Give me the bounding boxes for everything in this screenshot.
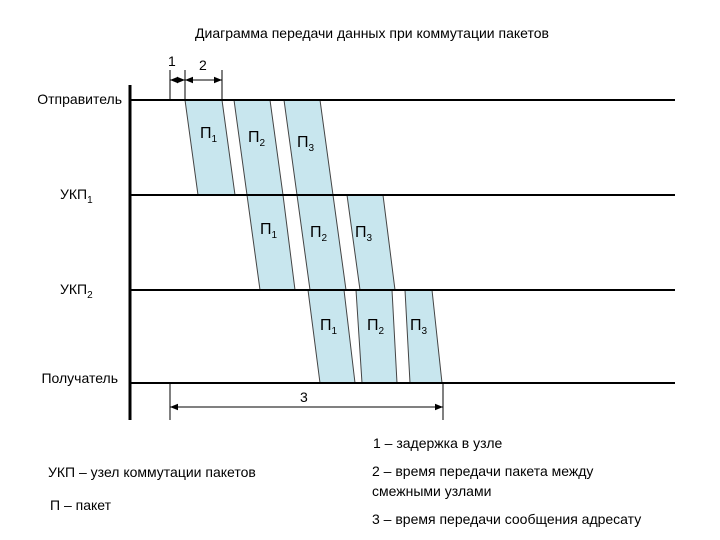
packet-index: 2 (260, 138, 266, 149)
packet-name: П (355, 224, 367, 241)
packet-name: П (367, 317, 379, 334)
legend-text: 1 – задержка в узле (373, 435, 503, 451)
node-label: Отправитель (37, 91, 122, 107)
packet-index: 1 (272, 230, 278, 241)
packet-name: П (297, 134, 309, 151)
packet-index: 1 (332, 326, 338, 337)
packet-name: П (260, 221, 272, 238)
title: Диаграмма передачи данных при коммутации… (195, 25, 549, 41)
marker-label: 1 (168, 53, 176, 69)
packet-index: 1 (212, 134, 218, 145)
node-index: 1 (87, 195, 93, 206)
packet (355, 289, 398, 384)
legend-text: 2 – время передачи пакета между (372, 463, 593, 479)
packet-label: П3 (355, 224, 373, 244)
node-label: УКП1 (60, 186, 93, 206)
packet-name: П (410, 317, 422, 334)
packet-label: П1 (200, 125, 218, 145)
packet-label: П2 (310, 224, 328, 244)
node-name: Получатель (41, 370, 118, 386)
packet (246, 194, 296, 291)
packet-index: 3 (367, 233, 373, 244)
packet-index: 3 (422, 326, 428, 337)
packet (184, 99, 236, 196)
legend-text: смежными узлами (372, 483, 491, 499)
legend-text: УКП – узел коммутации пакетов (48, 464, 256, 480)
packet-label: П1 (320, 317, 338, 337)
packet-name: П (200, 125, 212, 142)
marker-label: 3 (300, 389, 308, 405)
packet-name: П (320, 317, 332, 334)
node-label: Получатель (41, 370, 118, 386)
node-label: УКП2 (60, 281, 93, 301)
packet-name: П (248, 129, 260, 146)
legend-text: П – пакет (50, 497, 112, 513)
marker-label: 2 (199, 57, 207, 73)
packet-label: П2 (367, 317, 385, 337)
packet-index: 2 (322, 233, 328, 244)
node-name: УКП (60, 186, 87, 202)
packet-name: П (310, 224, 322, 241)
node-name: УКП (60, 281, 87, 297)
node-name: Отправитель (37, 91, 122, 107)
packet-label: П2 (248, 129, 266, 149)
packet-label: П3 (410, 317, 428, 337)
packet-index: 2 (379, 326, 385, 337)
legend-text: 3 – время передачи сообщения адресату (372, 511, 641, 527)
packet-index: 3 (309, 143, 315, 154)
node-index: 2 (87, 290, 93, 301)
packet (233, 99, 284, 196)
packet-label: П1 (260, 221, 278, 241)
packet-label: П3 (297, 134, 315, 154)
